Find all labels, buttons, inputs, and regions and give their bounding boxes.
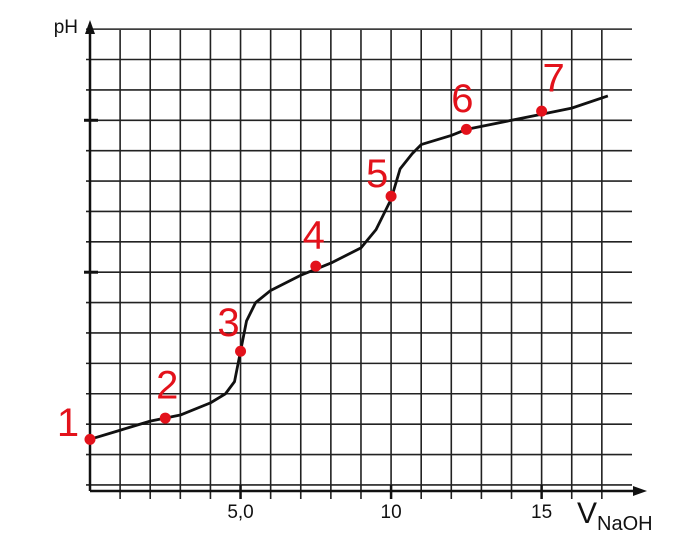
point: [159, 412, 171, 424]
y-axis-label: pH: [54, 17, 78, 38]
point-label: 2: [156, 364, 178, 408]
point: [460, 123, 472, 135]
x-tick-label: 15: [531, 502, 552, 523]
point: [84, 433, 96, 445]
x-axis-label-main: V: [577, 497, 597, 530]
x-tick-label: 10: [381, 502, 402, 523]
point-label: 6: [451, 77, 473, 121]
point: [235, 345, 247, 357]
point: [536, 105, 548, 117]
point: [310, 260, 322, 272]
point-label: 4: [303, 214, 325, 258]
point: [385, 190, 397, 202]
y-axis-arrow: [85, 20, 95, 34]
x-axis-arrow: [633, 486, 647, 496]
x-axis-label-sub: NaOH: [597, 513, 653, 535]
point-label: 7: [542, 57, 564, 101]
point-label: 1: [57, 401, 79, 445]
x-axis-label: VNaOH: [577, 497, 653, 535]
curve: [89, 94, 609, 441]
point-label: 5: [366, 152, 388, 196]
point-label: 3: [217, 301, 239, 345]
x-tick-label: 5,0: [227, 502, 253, 523]
